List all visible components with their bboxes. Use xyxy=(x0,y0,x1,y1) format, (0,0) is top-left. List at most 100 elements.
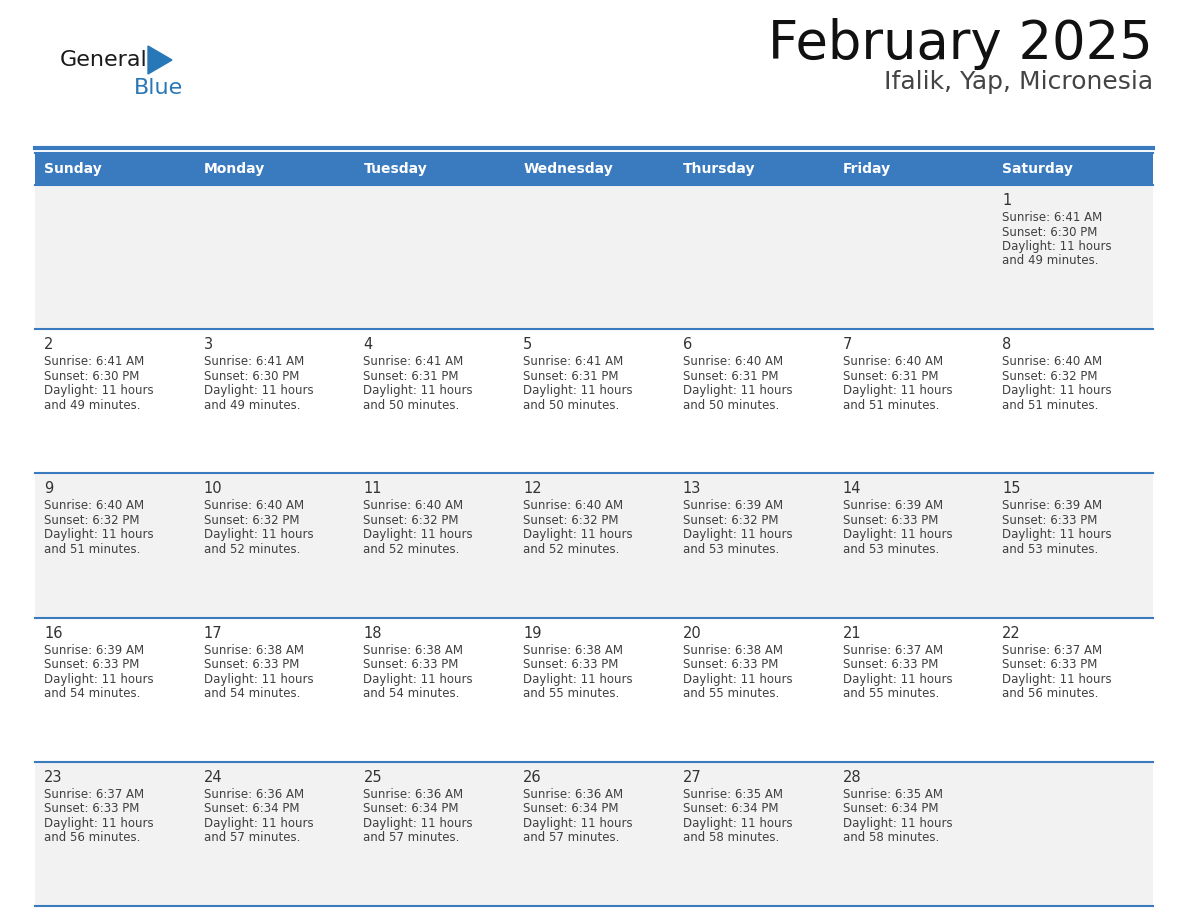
Text: Daylight: 11 hours: Daylight: 11 hours xyxy=(364,529,473,542)
Text: Sunrise: 6:35 AM: Sunrise: 6:35 AM xyxy=(683,788,783,800)
Text: 5: 5 xyxy=(523,337,532,353)
Text: Sunrise: 6:40 AM: Sunrise: 6:40 AM xyxy=(842,355,943,368)
Bar xyxy=(514,330,674,474)
Bar xyxy=(195,618,354,762)
Text: Sunrise: 6:39 AM: Sunrise: 6:39 AM xyxy=(683,499,783,512)
Text: Sunset: 6:32 PM: Sunset: 6:32 PM xyxy=(523,514,619,527)
Bar xyxy=(514,762,674,906)
Bar xyxy=(993,153,1154,185)
Bar xyxy=(993,185,1154,330)
Text: and 54 minutes.: and 54 minutes. xyxy=(364,687,460,700)
Bar xyxy=(834,330,993,474)
Text: Sunrise: 6:39 AM: Sunrise: 6:39 AM xyxy=(1003,499,1102,512)
Bar xyxy=(674,762,834,906)
Text: and 53 minutes.: and 53 minutes. xyxy=(683,543,779,556)
Text: 28: 28 xyxy=(842,770,861,785)
Text: and 57 minutes.: and 57 minutes. xyxy=(364,832,460,845)
Text: and 54 minutes.: and 54 minutes. xyxy=(44,687,140,700)
Text: and 50 minutes.: and 50 minutes. xyxy=(364,398,460,411)
Text: and 50 minutes.: and 50 minutes. xyxy=(523,398,619,411)
Text: and 49 minutes.: and 49 minutes. xyxy=(44,398,140,411)
Text: Sunset: 6:32 PM: Sunset: 6:32 PM xyxy=(44,514,139,527)
Bar xyxy=(354,185,514,330)
Text: Sunrise: 6:38 AM: Sunrise: 6:38 AM xyxy=(683,644,783,656)
Bar xyxy=(354,762,514,906)
Text: Sunset: 6:34 PM: Sunset: 6:34 PM xyxy=(203,802,299,815)
Text: 13: 13 xyxy=(683,481,701,497)
Text: and 57 minutes.: and 57 minutes. xyxy=(203,832,301,845)
Text: 27: 27 xyxy=(683,770,702,785)
Text: 14: 14 xyxy=(842,481,861,497)
Text: Thursday: Thursday xyxy=(683,162,756,176)
Text: Sunset: 6:34 PM: Sunset: 6:34 PM xyxy=(683,802,778,815)
Text: Sunset: 6:33 PM: Sunset: 6:33 PM xyxy=(364,658,459,671)
Bar xyxy=(834,618,993,762)
Text: Sunrise: 6:38 AM: Sunrise: 6:38 AM xyxy=(523,644,624,656)
Text: Daylight: 11 hours: Daylight: 11 hours xyxy=(842,673,953,686)
Polygon shape xyxy=(148,46,172,74)
Text: Sunset: 6:33 PM: Sunset: 6:33 PM xyxy=(842,658,939,671)
Text: Sunset: 6:33 PM: Sunset: 6:33 PM xyxy=(842,514,939,527)
Bar xyxy=(993,474,1154,618)
Text: Sunrise: 6:37 AM: Sunrise: 6:37 AM xyxy=(44,788,144,800)
Text: Daylight: 11 hours: Daylight: 11 hours xyxy=(364,385,473,397)
Text: Daylight: 11 hours: Daylight: 11 hours xyxy=(203,673,314,686)
Text: and 53 minutes.: and 53 minutes. xyxy=(842,543,939,556)
Bar xyxy=(514,474,674,618)
Text: Sunset: 6:30 PM: Sunset: 6:30 PM xyxy=(44,370,139,383)
Text: 24: 24 xyxy=(203,770,222,785)
Text: Sunrise: 6:36 AM: Sunrise: 6:36 AM xyxy=(523,788,624,800)
Bar xyxy=(834,153,993,185)
Text: Sunrise: 6:39 AM: Sunrise: 6:39 AM xyxy=(842,499,943,512)
Bar xyxy=(195,153,354,185)
Text: Daylight: 11 hours: Daylight: 11 hours xyxy=(1003,529,1112,542)
Text: Daylight: 11 hours: Daylight: 11 hours xyxy=(1003,385,1112,397)
Text: Daylight: 11 hours: Daylight: 11 hours xyxy=(203,385,314,397)
Bar xyxy=(195,762,354,906)
Text: 4: 4 xyxy=(364,337,373,353)
Text: Sunset: 6:34 PM: Sunset: 6:34 PM xyxy=(523,802,619,815)
Bar xyxy=(834,762,993,906)
Text: General: General xyxy=(61,50,147,70)
Text: Sunset: 6:34 PM: Sunset: 6:34 PM xyxy=(842,802,939,815)
Text: Sunrise: 6:41 AM: Sunrise: 6:41 AM xyxy=(523,355,624,368)
Text: 9: 9 xyxy=(44,481,53,497)
Text: Sunset: 6:32 PM: Sunset: 6:32 PM xyxy=(203,514,299,527)
Bar xyxy=(993,618,1154,762)
Text: and 56 minutes.: and 56 minutes. xyxy=(44,832,140,845)
Text: Sunday: Sunday xyxy=(44,162,102,176)
Text: 15: 15 xyxy=(1003,481,1020,497)
Text: Daylight: 11 hours: Daylight: 11 hours xyxy=(1003,240,1112,253)
Text: Sunrise: 6:39 AM: Sunrise: 6:39 AM xyxy=(44,644,144,656)
Text: Daylight: 11 hours: Daylight: 11 hours xyxy=(523,385,633,397)
Text: 23: 23 xyxy=(44,770,63,785)
Text: Sunset: 6:30 PM: Sunset: 6:30 PM xyxy=(1003,226,1098,239)
Text: Blue: Blue xyxy=(134,78,183,98)
Bar xyxy=(993,762,1154,906)
Bar xyxy=(354,153,514,185)
Text: Sunset: 6:31 PM: Sunset: 6:31 PM xyxy=(842,370,939,383)
Text: 8: 8 xyxy=(1003,337,1011,353)
Text: Sunset: 6:31 PM: Sunset: 6:31 PM xyxy=(364,370,459,383)
Text: and 51 minutes.: and 51 minutes. xyxy=(44,543,140,556)
Text: Sunrise: 6:36 AM: Sunrise: 6:36 AM xyxy=(203,788,304,800)
Bar xyxy=(834,474,993,618)
Text: Daylight: 11 hours: Daylight: 11 hours xyxy=(683,529,792,542)
Text: Daylight: 11 hours: Daylight: 11 hours xyxy=(683,817,792,830)
Text: and 53 minutes.: and 53 minutes. xyxy=(1003,543,1099,556)
Text: Daylight: 11 hours: Daylight: 11 hours xyxy=(44,673,153,686)
Text: Sunrise: 6:36 AM: Sunrise: 6:36 AM xyxy=(364,788,463,800)
Text: 19: 19 xyxy=(523,625,542,641)
Text: Sunrise: 6:41 AM: Sunrise: 6:41 AM xyxy=(203,355,304,368)
Text: Sunset: 6:33 PM: Sunset: 6:33 PM xyxy=(203,658,299,671)
Text: Sunset: 6:32 PM: Sunset: 6:32 PM xyxy=(683,514,778,527)
Text: and 56 minutes.: and 56 minutes. xyxy=(1003,687,1099,700)
Text: Sunrise: 6:40 AM: Sunrise: 6:40 AM xyxy=(364,499,463,512)
Text: Saturday: Saturday xyxy=(1003,162,1073,176)
Bar xyxy=(195,330,354,474)
Text: Sunrise: 6:40 AM: Sunrise: 6:40 AM xyxy=(44,499,144,512)
Text: 21: 21 xyxy=(842,625,861,641)
Text: Daylight: 11 hours: Daylight: 11 hours xyxy=(364,817,473,830)
Text: and 50 minutes.: and 50 minutes. xyxy=(683,398,779,411)
Text: and 49 minutes.: and 49 minutes. xyxy=(203,398,301,411)
